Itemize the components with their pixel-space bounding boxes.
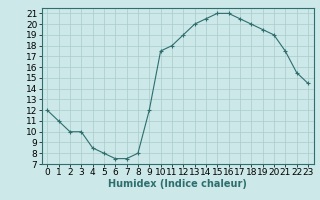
X-axis label: Humidex (Indice chaleur): Humidex (Indice chaleur) xyxy=(108,179,247,189)
